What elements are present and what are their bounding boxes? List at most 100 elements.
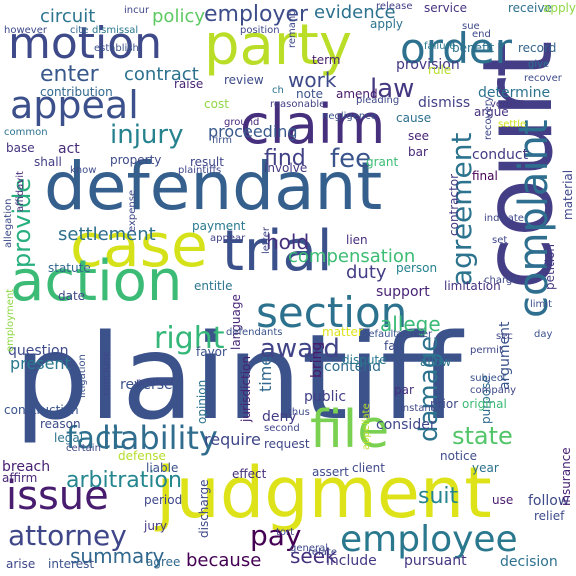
word: note <box>296 87 324 101</box>
word: action <box>10 249 183 314</box>
word: ground <box>224 117 260 128</box>
word: establish <box>94 43 139 54</box>
word: jury <box>144 519 167 533</box>
word: term <box>312 53 341 67</box>
word: contract <box>124 64 199 85</box>
word: second <box>264 423 300 434</box>
word: sec <box>496 331 513 342</box>
word: allege <box>380 312 441 336</box>
word: liability <box>102 419 218 457</box>
word: par <box>394 383 414 397</box>
word: default <box>362 329 398 340</box>
word: affirm <box>2 471 38 485</box>
word: defendant <box>44 148 383 225</box>
word: expense <box>127 189 138 232</box>
word: firm <box>212 135 232 146</box>
word: liable <box>146 461 179 475</box>
word: section <box>256 288 408 337</box>
word: public <box>304 389 347 405</box>
word: result <box>190 155 224 169</box>
word: relief <box>534 509 565 523</box>
word: judgment <box>156 452 492 534</box>
word: reverse <box>120 377 173 393</box>
word: pay <box>250 519 302 552</box>
word: appellate <box>361 403 372 450</box>
word: period <box>144 493 183 507</box>
word: fail <box>384 339 403 353</box>
word: motion <box>8 18 163 69</box>
word: reasonable <box>270 99 326 110</box>
word: act <box>58 141 80 157</box>
word: remand <box>287 9 298 48</box>
word: breach <box>2 459 51 475</box>
word: limit <box>530 299 552 310</box>
word: give <box>528 59 550 70</box>
word: time <box>256 355 275 392</box>
word: proceeding <box>208 122 298 141</box>
word: employee <box>340 519 518 560</box>
word: employment <box>5 288 16 352</box>
word: bring <box>309 341 325 378</box>
word: property <box>110 153 162 167</box>
word: payment <box>192 219 246 233</box>
word: because <box>186 550 262 571</box>
word: cause <box>396 111 432 125</box>
word: seek <box>290 544 337 568</box>
word: reason <box>40 417 81 431</box>
word: affidavit <box>15 171 26 212</box>
word: cost <box>204 97 229 111</box>
word: argue <box>474 105 509 119</box>
word: arise <box>6 557 36 571</box>
word: limitation <box>444 279 501 293</box>
word: dismissal <box>92 25 139 36</box>
word: letter <box>261 226 272 254</box>
word: release <box>376 1 413 12</box>
word: year <box>472 461 499 475</box>
word: find <box>264 146 306 171</box>
word: evidence <box>314 2 396 23</box>
word: allow <box>420 355 452 369</box>
word: set <box>492 235 508 246</box>
word: law <box>370 74 415 104</box>
word: right <box>154 321 225 356</box>
word: common <box>4 127 48 138</box>
word: see <box>408 129 430 143</box>
word: notice <box>440 449 477 463</box>
word: shall <box>34 155 62 169</box>
word: construction <box>4 403 79 417</box>
word: conclude <box>101 350 112 396</box>
word: conduct <box>472 147 529 163</box>
word: use <box>492 493 514 507</box>
word: recovery <box>483 96 494 140</box>
word: enter <box>40 62 99 87</box>
word: fact <box>66 421 124 456</box>
word: discharge <box>197 479 211 538</box>
word: ch <box>272 85 284 96</box>
word: receive <box>508 1 552 15</box>
word: verdict <box>490 99 525 110</box>
word: determine <box>478 85 551 101</box>
word: plaintiff <box>14 308 462 446</box>
word: client <box>352 461 385 475</box>
word: apply <box>370 17 404 31</box>
word: question <box>8 343 69 359</box>
word: litigation <box>77 354 88 398</box>
word: raise <box>174 77 204 91</box>
word: answer <box>396 329 433 340</box>
word: assert <box>312 465 349 479</box>
word: hold <box>266 230 310 254</box>
word: case <box>70 211 208 281</box>
word: person <box>396 261 438 275</box>
word: day <box>534 329 553 340</box>
word: petition <box>543 243 557 290</box>
word: contend <box>324 359 381 375</box>
word: interest <box>48 557 95 571</box>
word: material <box>561 169 575 220</box>
word: support <box>376 284 430 300</box>
word: grant <box>366 155 399 169</box>
word: cite <box>70 25 89 36</box>
word: negligence <box>322 111 377 122</box>
word: involve <box>264 161 308 175</box>
word: arbitration <box>66 468 182 493</box>
